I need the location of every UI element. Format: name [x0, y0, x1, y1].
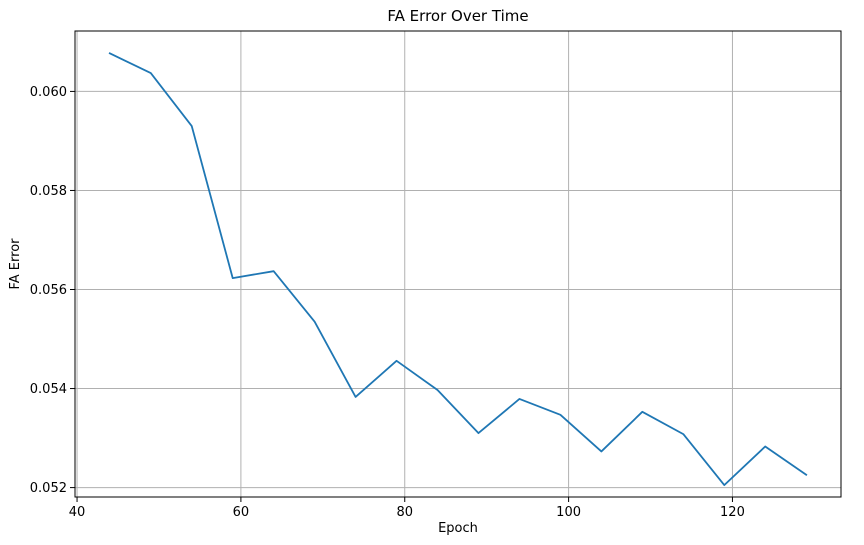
- y-tick-label: 0.058: [30, 184, 67, 199]
- x-axis-label: Epoch: [438, 521, 478, 536]
- ticks: 40 60 80 100 120 0.052 0.054 0.056 0.058 0.060: [30, 85, 745, 520]
- y-axis-label: FA Error: [8, 238, 23, 290]
- x-tick-label: 100: [556, 505, 581, 520]
- plot-frame: [74, 30, 842, 498]
- y-tick-label: 0.052: [30, 481, 67, 496]
- x-tick-label: 80: [396, 505, 413, 520]
- chart-title: FA Error Over Time: [387, 7, 528, 25]
- y-tick-label: 0.056: [30, 283, 67, 298]
- x-tick-label: 120: [720, 505, 745, 520]
- y-tick-label: 0.054: [30, 382, 67, 397]
- series-line-0: [108, 52, 808, 487]
- grid: [75, 31, 841, 497]
- series-layer: [108, 52, 808, 487]
- x-tick-label: 40: [69, 505, 86, 520]
- y-tick-label: 0.060: [30, 85, 67, 100]
- x-tick-label: 60: [233, 505, 250, 520]
